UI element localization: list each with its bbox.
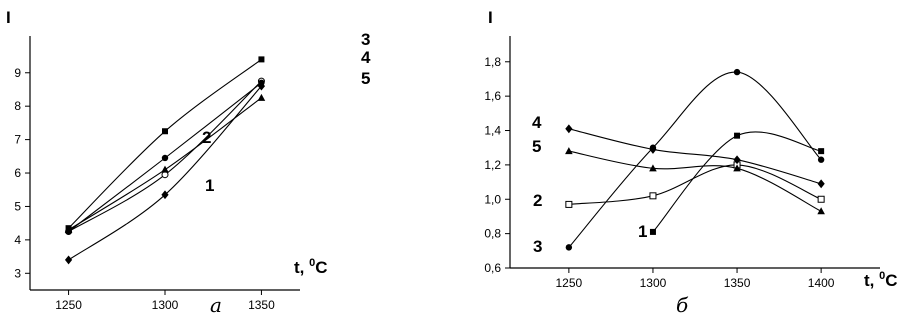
panel-a-series-label-3: 3 <box>361 30 370 49</box>
panel-b-y-tick-label: 0,6 <box>484 261 501 275</box>
panel-a-series-3-line <box>68 58 262 229</box>
panel-b-y-tick-label: 1,4 <box>484 124 501 138</box>
panel-b-x-title: t, 0C <box>864 270 898 290</box>
panel-b-series-3-point <box>565 244 573 251</box>
panel-b-x-tick-label: 1400 <box>808 276 835 290</box>
panel-a-x-title-sup: 0 <box>309 257 315 269</box>
panel-a-series-4-point <box>161 154 169 162</box>
panel-b-series-label-2: 2 <box>533 191 542 210</box>
panel-a-series-label-2: 2 <box>202 128 211 147</box>
panel-b-series-label-4: 4 <box>532 113 542 132</box>
panel-b-series-5-point <box>733 164 741 172</box>
panel-b-series-2-point <box>649 192 657 200</box>
panel-a-x-tick-label: 1250 <box>55 298 82 312</box>
panel-b-series-2-point <box>817 195 825 203</box>
panel-b-series-5-point <box>565 147 573 155</box>
panel-b-series-4-point <box>649 145 657 154</box>
panel-b-markers <box>565 68 825 251</box>
panel-b-y-title: I <box>488 8 493 27</box>
panel-a-x-tick-label: 1300 <box>152 298 179 312</box>
panel-a-x-title-main: t, <box>294 258 309 277</box>
panel-a-y-tick-label: 9 <box>14 66 21 80</box>
panel-b-y-tick-label: 1,0 <box>484 192 501 206</box>
panel-a-series-5-point <box>64 225 73 233</box>
panel-b-series-label-5: 5 <box>532 137 541 156</box>
panel-b-y-tick-label: 0,8 <box>484 227 501 241</box>
panel-a-series-4-point <box>258 79 265 86</box>
panel-b-y-tick-label: 1,8 <box>484 55 501 69</box>
panel-b-series-3-point <box>733 68 741 76</box>
panel-b-series-label-1: 1 <box>638 222 647 241</box>
panel-b-series-4-line <box>568 128 822 185</box>
panel-a-caption: а <box>210 293 222 317</box>
panel-a-series-5-point <box>257 93 266 101</box>
panel-b-series-3-line <box>568 71 822 248</box>
panel-a-ticks: 1250 1300 1350 3 4 5 6 7 8 9 <box>14 66 275 312</box>
panel-a-series-label-4: 4 <box>361 48 371 67</box>
panel-b-series-label-3: 3 <box>533 237 542 256</box>
panel-b-series-3-point <box>817 156 825 163</box>
panel-a-series-1-point <box>64 255 73 265</box>
panel-a-series-3-point <box>258 56 265 63</box>
panel-a-series-1-point <box>161 190 169 200</box>
panel-b-series-5-point <box>649 164 657 172</box>
panel-b-series-1-point <box>649 228 656 235</box>
panel-a-x-title: t, 0C <box>294 257 328 277</box>
panel-b-series-1-point <box>818 148 825 155</box>
panel-a-series-labels: 1 2 3 4 5 <box>202 30 371 195</box>
panel-b: I t, 0C б 1250 1300 1350 14000,60,81,01,21,… <box>484 8 897 317</box>
panel-b-series-1-point <box>734 132 741 139</box>
panel-a-series-label-1: 1 <box>205 176 214 195</box>
panel-a-y-tick-label: 7 <box>14 133 21 147</box>
panel-b-ticks: 1250 1300 1350 1400 0,6 0,8 1,0 1,2 1,4 1,6 1,8 <box>484 55 834 290</box>
panel-a-y-tick-label: 8 <box>14 99 21 113</box>
panel-b-x-tick-label: 1300 <box>640 276 667 290</box>
panel-b-series-4-point <box>565 124 573 134</box>
panel-b-series-2-point <box>565 200 573 208</box>
panel-b-series-5-point <box>817 207 825 215</box>
panel-b-series-2-line <box>568 164 822 205</box>
panel-b-caption: б <box>676 293 689 317</box>
panel-b-x-title-sup: 0 <box>879 270 885 282</box>
panel-b-x-tick-label: 1350 <box>724 276 751 290</box>
panel-a-y-tick-label: 4 <box>14 233 21 247</box>
panel-a-series-label-5: 5 <box>361 69 370 88</box>
panel-b-x-title-main: t, <box>864 271 879 290</box>
panel-b-y-tick-label: 1,6 <box>484 89 501 103</box>
panel-b-y-tick-label: 1,2 <box>484 158 501 172</box>
panel-b-series-labels: 1 2 3 4 5 <box>532 113 647 256</box>
panel-b-series-1-line <box>652 131 822 233</box>
panel-a-series-3-point <box>162 128 168 135</box>
panel-a-x-title-unit: C <box>315 258 327 277</box>
panel-a-y-tick-label: 3 <box>14 266 21 280</box>
panel-b-x-tick-label: 1250 <box>556 276 583 290</box>
panel-a-markers <box>64 56 266 265</box>
panel-a-y-tick-label: 5 <box>14 199 21 213</box>
panel-a-series-5-point <box>161 165 169 173</box>
panel-b-series-5-line <box>568 150 822 212</box>
panel-b-curves <box>568 71 822 248</box>
panel-a-x-tick-label: 1350 <box>248 298 275 312</box>
panel-b-x-title-unit: C <box>885 271 897 290</box>
panel-b-series-4-point <box>817 179 825 189</box>
panel-b-series-4-point <box>733 155 741 165</box>
panel-a-y-tick-label: 6 <box>14 166 21 180</box>
panel-a-y-title: I <box>6 8 11 27</box>
